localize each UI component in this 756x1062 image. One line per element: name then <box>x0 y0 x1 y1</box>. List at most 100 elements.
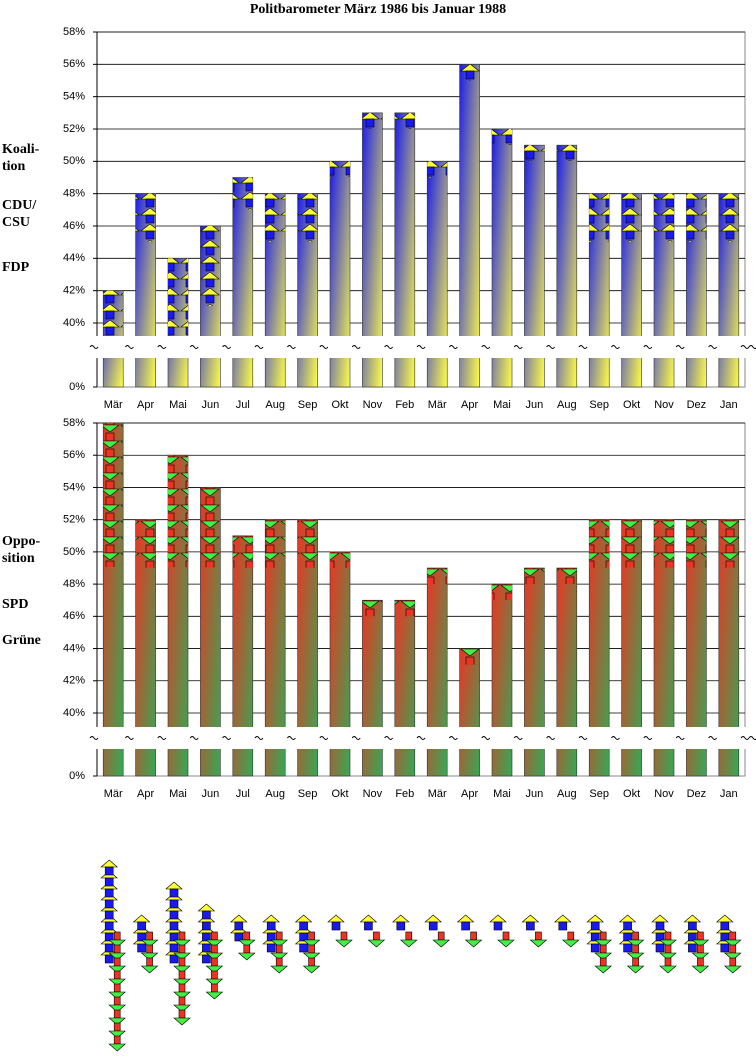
arrow-body <box>526 921 535 931</box>
arrow-head <box>238 952 256 961</box>
side-label: Koali- <box>2 142 40 157</box>
x-tick-label: Feb <box>395 788 414 800</box>
arrow-body <box>632 931 639 941</box>
bar-arrows <box>556 145 577 162</box>
x-tick-label: Sep <box>298 399 318 411</box>
arrow-body <box>202 943 211 953</box>
bar-arrows <box>427 161 448 178</box>
break-mark <box>89 736 99 740</box>
arrow-body <box>502 931 510 941</box>
arrow-body <box>664 957 672 967</box>
arrow-body <box>558 921 568 931</box>
side-label: Oppo- <box>2 534 40 549</box>
y-tick-label: 48% <box>63 188 85 200</box>
arrow-head <box>424 914 442 923</box>
y-tick-label: 40% <box>63 317 85 329</box>
arrow-stack <box>521 914 548 948</box>
x-tick-label: Aug <box>557 399 577 411</box>
arrow-head <box>205 991 224 1000</box>
arrow-head <box>392 914 410 923</box>
bar-arrows <box>589 193 610 242</box>
arrow-head <box>205 952 224 961</box>
arrow-body <box>234 921 244 931</box>
arrow-body <box>266 943 276 953</box>
arrow-body <box>331 921 341 931</box>
x-tick-label: Mär <box>104 788 123 800</box>
break-mark <box>124 736 134 740</box>
arrow-body <box>113 957 121 967</box>
arrow-head <box>270 965 288 974</box>
arrow-stack <box>651 914 677 974</box>
arrow-body <box>178 996 186 1006</box>
arrow-stack <box>456 914 483 948</box>
bar-arrows <box>686 519 707 568</box>
arrow-body <box>720 921 730 931</box>
x-tick-label: Mai <box>493 788 511 800</box>
break-mark <box>384 736 394 740</box>
arrow-head <box>173 1004 191 1013</box>
side-label: Grüne <box>2 633 41 648</box>
arrow-body <box>396 921 406 931</box>
x-tick-label: Aug <box>265 788 285 800</box>
arrow-head <box>197 903 216 912</box>
y-tick-label: 52% <box>63 123 85 135</box>
arrow-head <box>724 965 742 974</box>
arrow-head <box>173 991 191 1000</box>
arrow-body <box>104 877 114 887</box>
arrow-body <box>169 910 179 920</box>
arrow-body <box>178 970 186 980</box>
arrow-stack <box>554 914 580 948</box>
arrow-head <box>724 952 742 961</box>
arrow-body <box>137 943 146 953</box>
side-label: CDU/ <box>2 198 37 213</box>
arrow-head <box>108 939 126 948</box>
bar-arrows <box>265 193 286 242</box>
arrow-head <box>302 939 321 948</box>
break-mark <box>254 345 264 349</box>
bar-arrows <box>718 193 739 242</box>
arrow-head <box>108 1004 126 1013</box>
break-mark <box>513 736 523 740</box>
arrow-body <box>623 932 632 942</box>
break-mark <box>189 736 199 740</box>
arrow-body <box>202 954 211 964</box>
arrow-body <box>113 1022 121 1032</box>
arrow-head <box>432 939 450 948</box>
arrow-body <box>632 957 639 967</box>
arrow-head <box>205 939 224 948</box>
y-tick-label: 56% <box>63 58 85 70</box>
x-tick-label: Jul <box>236 399 250 411</box>
arrow-stack <box>165 881 191 1026</box>
x-tick-label: Nov <box>363 788 383 800</box>
arrow-body <box>146 957 153 967</box>
break-mark <box>189 345 199 349</box>
bar-arrows <box>265 519 286 568</box>
bar-arrows <box>621 519 642 568</box>
arrow-body <box>137 921 146 931</box>
arrow-head <box>335 939 353 948</box>
x-tick-label: Apr <box>461 399 478 411</box>
x-tick-label: Sep <box>589 788 609 800</box>
x-tick-label: Jun <box>202 788 220 800</box>
arrow-head <box>205 965 224 974</box>
x-tick-label: Jan <box>720 399 738 411</box>
break-mark <box>384 345 394 349</box>
arrow-body <box>720 932 730 942</box>
y-tick-label: 46% <box>63 220 85 232</box>
break-mark <box>578 345 588 349</box>
arrow-body <box>308 944 315 954</box>
arrow-stack <box>359 914 386 948</box>
arrow-head <box>586 914 604 923</box>
arrow-body <box>104 910 114 920</box>
break-mark <box>740 736 750 740</box>
bar-arrows <box>103 290 124 336</box>
arrow-head <box>230 914 248 923</box>
bar-arrows <box>297 193 318 242</box>
arrow-body <box>113 983 121 993</box>
arrow-body <box>202 910 211 920</box>
arrow-body <box>113 944 121 954</box>
x-tick-label: Apr <box>461 788 478 800</box>
bar <box>459 648 480 777</box>
arrow-stack <box>424 914 450 948</box>
